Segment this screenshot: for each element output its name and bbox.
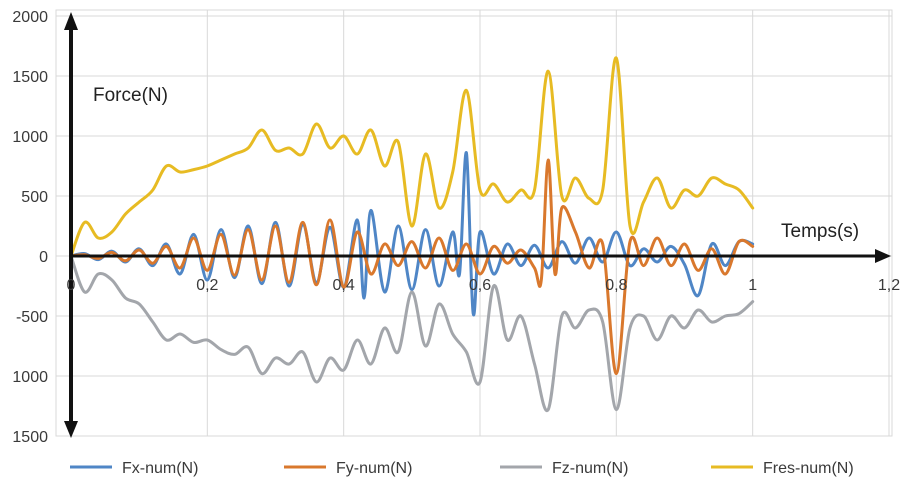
x-tick-label: 1 bbox=[748, 277, 757, 294]
y-tick-label: 2000 bbox=[12, 9, 48, 26]
x-tick-label: 0,2 bbox=[196, 277, 218, 294]
legend-label: Fy-num(N) bbox=[336, 460, 412, 477]
legend-item-fz-num: Fz-num(N) bbox=[500, 460, 628, 477]
legend: Fx-num(N) Fy-num(N) Fz-num(N) Fres-num(N) bbox=[70, 460, 854, 477]
y-tick-label: 0 bbox=[39, 249, 48, 266]
x-tick-label: 0,6 bbox=[469, 277, 491, 294]
x-tick-label: 0,4 bbox=[333, 277, 355, 294]
x-tick-label: 0 bbox=[67, 277, 76, 294]
legend-item-fy-num: Fy-num(N) bbox=[284, 460, 412, 477]
legend-label: Fx-num(N) bbox=[122, 460, 198, 477]
y-tick-label: -500 bbox=[16, 309, 48, 326]
legend-item-fx-num: Fx-num(N) bbox=[70, 460, 198, 477]
y-tick-label: 1500 bbox=[12, 429, 48, 446]
series-layer bbox=[69, 56, 755, 413]
legend-item-fres-num: Fres-num(N) bbox=[711, 460, 854, 477]
y-tick-label: 500 bbox=[21, 189, 48, 206]
y-tick-labels: 2000 1500 1000 500 0 -500 1000 1500 bbox=[12, 9, 48, 446]
legend-label: Fres-num(N) bbox=[763, 460, 854, 477]
series-line-fy-num bbox=[69, 158, 755, 376]
x-axis-title: Temps(s) bbox=[781, 221, 859, 242]
x-axis-arrow-icon bbox=[875, 249, 891, 263]
x-tick-label: 1,2 bbox=[878, 277, 900, 294]
y-tick-label: 1500 bbox=[12, 69, 48, 86]
y-axis-arrow-up-icon bbox=[64, 12, 78, 30]
series-line-fres-num bbox=[69, 56, 755, 258]
x-tick-labels: 0 0,2 0,4 0,6 0,8 1 1,2 bbox=[67, 277, 901, 294]
x-tick-label: 0,8 bbox=[605, 277, 627, 294]
y-axis-title: Force(N) bbox=[93, 85, 168, 106]
axes bbox=[64, 12, 891, 438]
legend-label: Fz-num(N) bbox=[552, 460, 628, 477]
y-axis-arrow-down-icon bbox=[64, 421, 78, 438]
y-tick-label: 1000 bbox=[12, 369, 48, 386]
y-tick-label: 1000 bbox=[12, 129, 48, 146]
series-line-fz-num bbox=[69, 254, 755, 413]
